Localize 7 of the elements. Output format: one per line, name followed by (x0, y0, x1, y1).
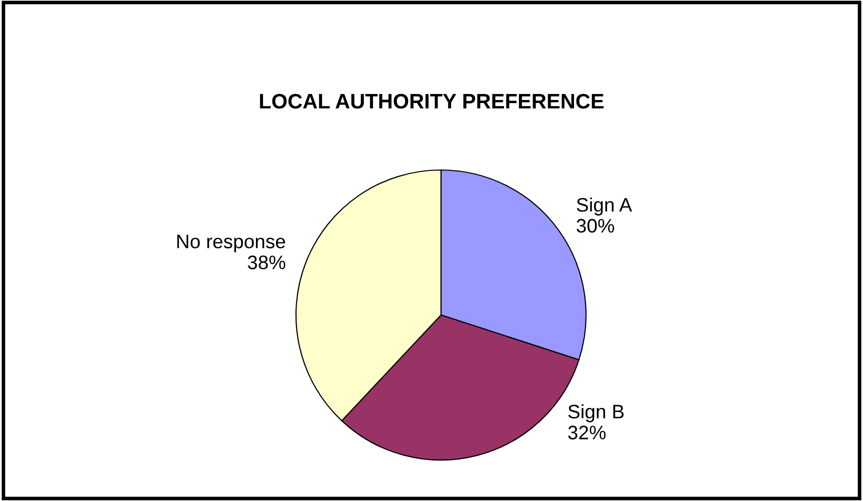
slice-label: Sign A (576, 197, 632, 216)
data-label: 38% (248, 256, 286, 270)
data-label: 30% (576, 218, 614, 233)
slice-label: No response (177, 234, 286, 252)
slice-label: Sign B (568, 404, 624, 422)
data-label: 32% (568, 426, 606, 440)
chart-title: LOCAL AUTHORITY PREFERENCE (260, 94, 604, 109)
